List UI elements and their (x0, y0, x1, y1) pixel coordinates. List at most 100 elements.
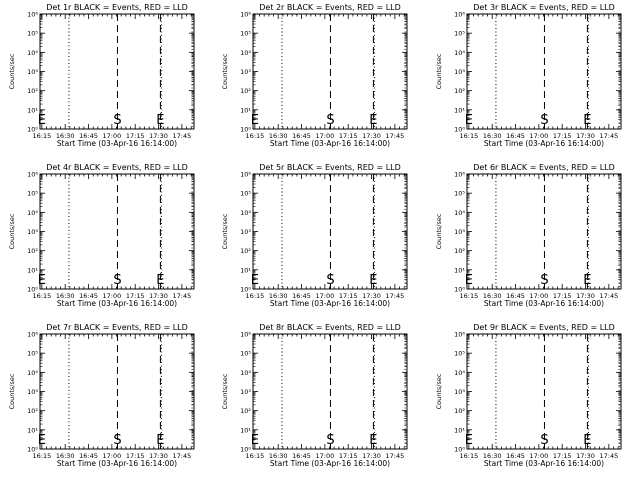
x-axis-label: Start Time (03-Apr-16 16:14:00) (270, 139, 390, 148)
x-tick-label: 17:15 (339, 452, 358, 460)
x-tick-label: 17:00 (102, 132, 121, 140)
y-tick-label: 10⁶ (454, 331, 465, 339)
panel-5: Det 5r BLACK = Events, RED = LLD 16:15 16:… (221, 163, 408, 308)
x-tick-label: 16:45 (292, 132, 311, 140)
x-axis-label: Start Time (03-Apr-16 16:14:00) (484, 299, 604, 308)
end-marker: E (465, 433, 473, 448)
y-tick-label: 10⁴ (454, 369, 465, 377)
panel-title: Det 3r BLACK = Events, RED = LLD (473, 3, 615, 12)
x-tick-label: 16:15 (245, 452, 264, 460)
start-marker: S (326, 113, 334, 128)
x-axis-label: Start Time (03-Apr-16 16:14:00) (57, 299, 177, 308)
x-tick-label: 17:30 (149, 452, 168, 460)
y-tick-label: 10³ (240, 388, 251, 396)
y-tick-label: 10³ (27, 228, 38, 236)
end-marker: E (156, 433, 164, 448)
x-axis-label: Start Time (03-Apr-16 16:14:00) (57, 139, 177, 148)
x-tick-label: 17:15 (126, 452, 145, 460)
y-tick-label: 10⁰ (240, 286, 251, 294)
panel-title: Det 9r BLACK = Events, RED = LLD (473, 323, 615, 332)
y-tick-label: 10⁵ (27, 350, 38, 358)
x-tick-label: 17:45 (385, 132, 404, 140)
start-marker: S (113, 113, 121, 128)
y-tick-label: 10¹ (454, 266, 465, 274)
panel-title: Det 1r BLACK = Events, RED = LLD (46, 3, 188, 12)
x-tick-label: 17:45 (599, 292, 618, 300)
x-tick-label: 17:00 (529, 292, 548, 300)
x-tick-label: 17:15 (126, 132, 145, 140)
x-tick-label: 17:30 (576, 292, 595, 300)
y-tick-label: 10⁶ (240, 171, 251, 179)
y-tick-label: 10¹ (27, 426, 38, 434)
y-tick-label: 10⁵ (27, 190, 38, 198)
end-marker: E (369, 273, 377, 288)
start-marker: S (540, 273, 548, 288)
x-tick-label: 17:00 (315, 292, 334, 300)
x-tick-label: 16:30 (56, 132, 75, 140)
y-axis-label: Counts/sec (221, 53, 229, 89)
y-tick-label: 10⁰ (454, 286, 465, 294)
start-marker: S (113, 273, 121, 288)
y-tick-label: 10¹ (27, 266, 38, 274)
x-tick-label: 16:45 (506, 132, 525, 140)
y-tick-label: 10⁶ (240, 331, 251, 339)
x-tick-label: 17:45 (172, 452, 191, 460)
x-tick-label: 16:15 (32, 452, 51, 460)
x-tick-label: 17:30 (362, 132, 381, 140)
end-marker: E (583, 433, 591, 448)
x-tick-label: 17:45 (599, 452, 618, 460)
y-tick-label: 10⁴ (27, 369, 38, 377)
y-axis-label: Counts/sec (221, 213, 229, 249)
y-tick-label: 10⁴ (240, 369, 251, 377)
panel-9: Det 9r BLACK = Events, RED = LLD 16:15 16:… (435, 323, 622, 468)
x-tick-label: 17:45 (172, 292, 191, 300)
x-tick-label: 17:15 (553, 452, 572, 460)
x-tick-label: 16:30 (483, 132, 502, 140)
y-tick-label: 10³ (240, 68, 251, 76)
x-tick-label: 17:45 (599, 132, 618, 140)
y-tick-label: 10² (27, 87, 38, 95)
y-tick-label: 10¹ (454, 106, 465, 114)
y-axis-label: Counts/sec (8, 53, 16, 89)
x-tick-label: 16:30 (56, 292, 75, 300)
panel-title: Det 4r BLACK = Events, RED = LLD (46, 163, 188, 172)
y-tick-label: 10⁴ (454, 49, 465, 57)
y-tick-label: 10³ (454, 68, 465, 76)
y-axis-label: Counts/sec (435, 373, 443, 409)
y-tick-label: 10⁴ (27, 209, 38, 217)
x-tick-label: 17:00 (529, 452, 548, 460)
x-tick-label: 16:30 (56, 452, 75, 460)
y-tick-label: 10⁵ (240, 350, 251, 358)
panel-title: Det 2r BLACK = Events, RED = LLD (259, 3, 401, 12)
y-tick-label: 10⁴ (240, 209, 251, 217)
start-marker: S (540, 433, 548, 448)
y-tick-label: 10⁵ (240, 190, 251, 198)
y-tick-label: 10² (27, 407, 38, 415)
y-tick-label: 10⁵ (454, 30, 465, 38)
y-tick-label: 10⁰ (240, 446, 251, 454)
end-marker: E (38, 273, 46, 288)
x-tick-label: 17:30 (149, 132, 168, 140)
y-axis-label: Counts/sec (435, 53, 443, 89)
x-tick-label: 17:30 (362, 452, 381, 460)
y-tick-label: 10³ (27, 388, 38, 396)
y-tick-label: 10³ (27, 68, 38, 76)
end-marker: E (583, 113, 591, 128)
x-tick-label: 16:15 (245, 292, 264, 300)
x-tick-label: 17:00 (102, 452, 121, 460)
y-tick-label: 10⁶ (27, 11, 38, 19)
x-axis-label: Start Time (03-Apr-16 16:14:00) (484, 459, 604, 468)
x-tick-label: 16:45 (506, 452, 525, 460)
end-marker: E (251, 433, 259, 448)
y-tick-label: 10³ (454, 388, 465, 396)
y-tick-label: 10² (240, 407, 251, 415)
panel-7: Det 7r BLACK = Events, RED = LLD 16:15 16:… (8, 323, 195, 468)
y-tick-label: 10⁰ (454, 446, 465, 454)
x-tick-label: 17:00 (315, 132, 334, 140)
x-tick-label: 17:30 (149, 292, 168, 300)
end-marker: E (38, 113, 46, 128)
x-axis-label: Start Time (03-Apr-16 16:14:00) (57, 459, 177, 468)
x-tick-label: 16:30 (269, 132, 288, 140)
x-tick-label: 16:45 (292, 452, 311, 460)
panel-6: Det 6r BLACK = Events, RED = LLD 16:15 16:… (435, 163, 622, 308)
